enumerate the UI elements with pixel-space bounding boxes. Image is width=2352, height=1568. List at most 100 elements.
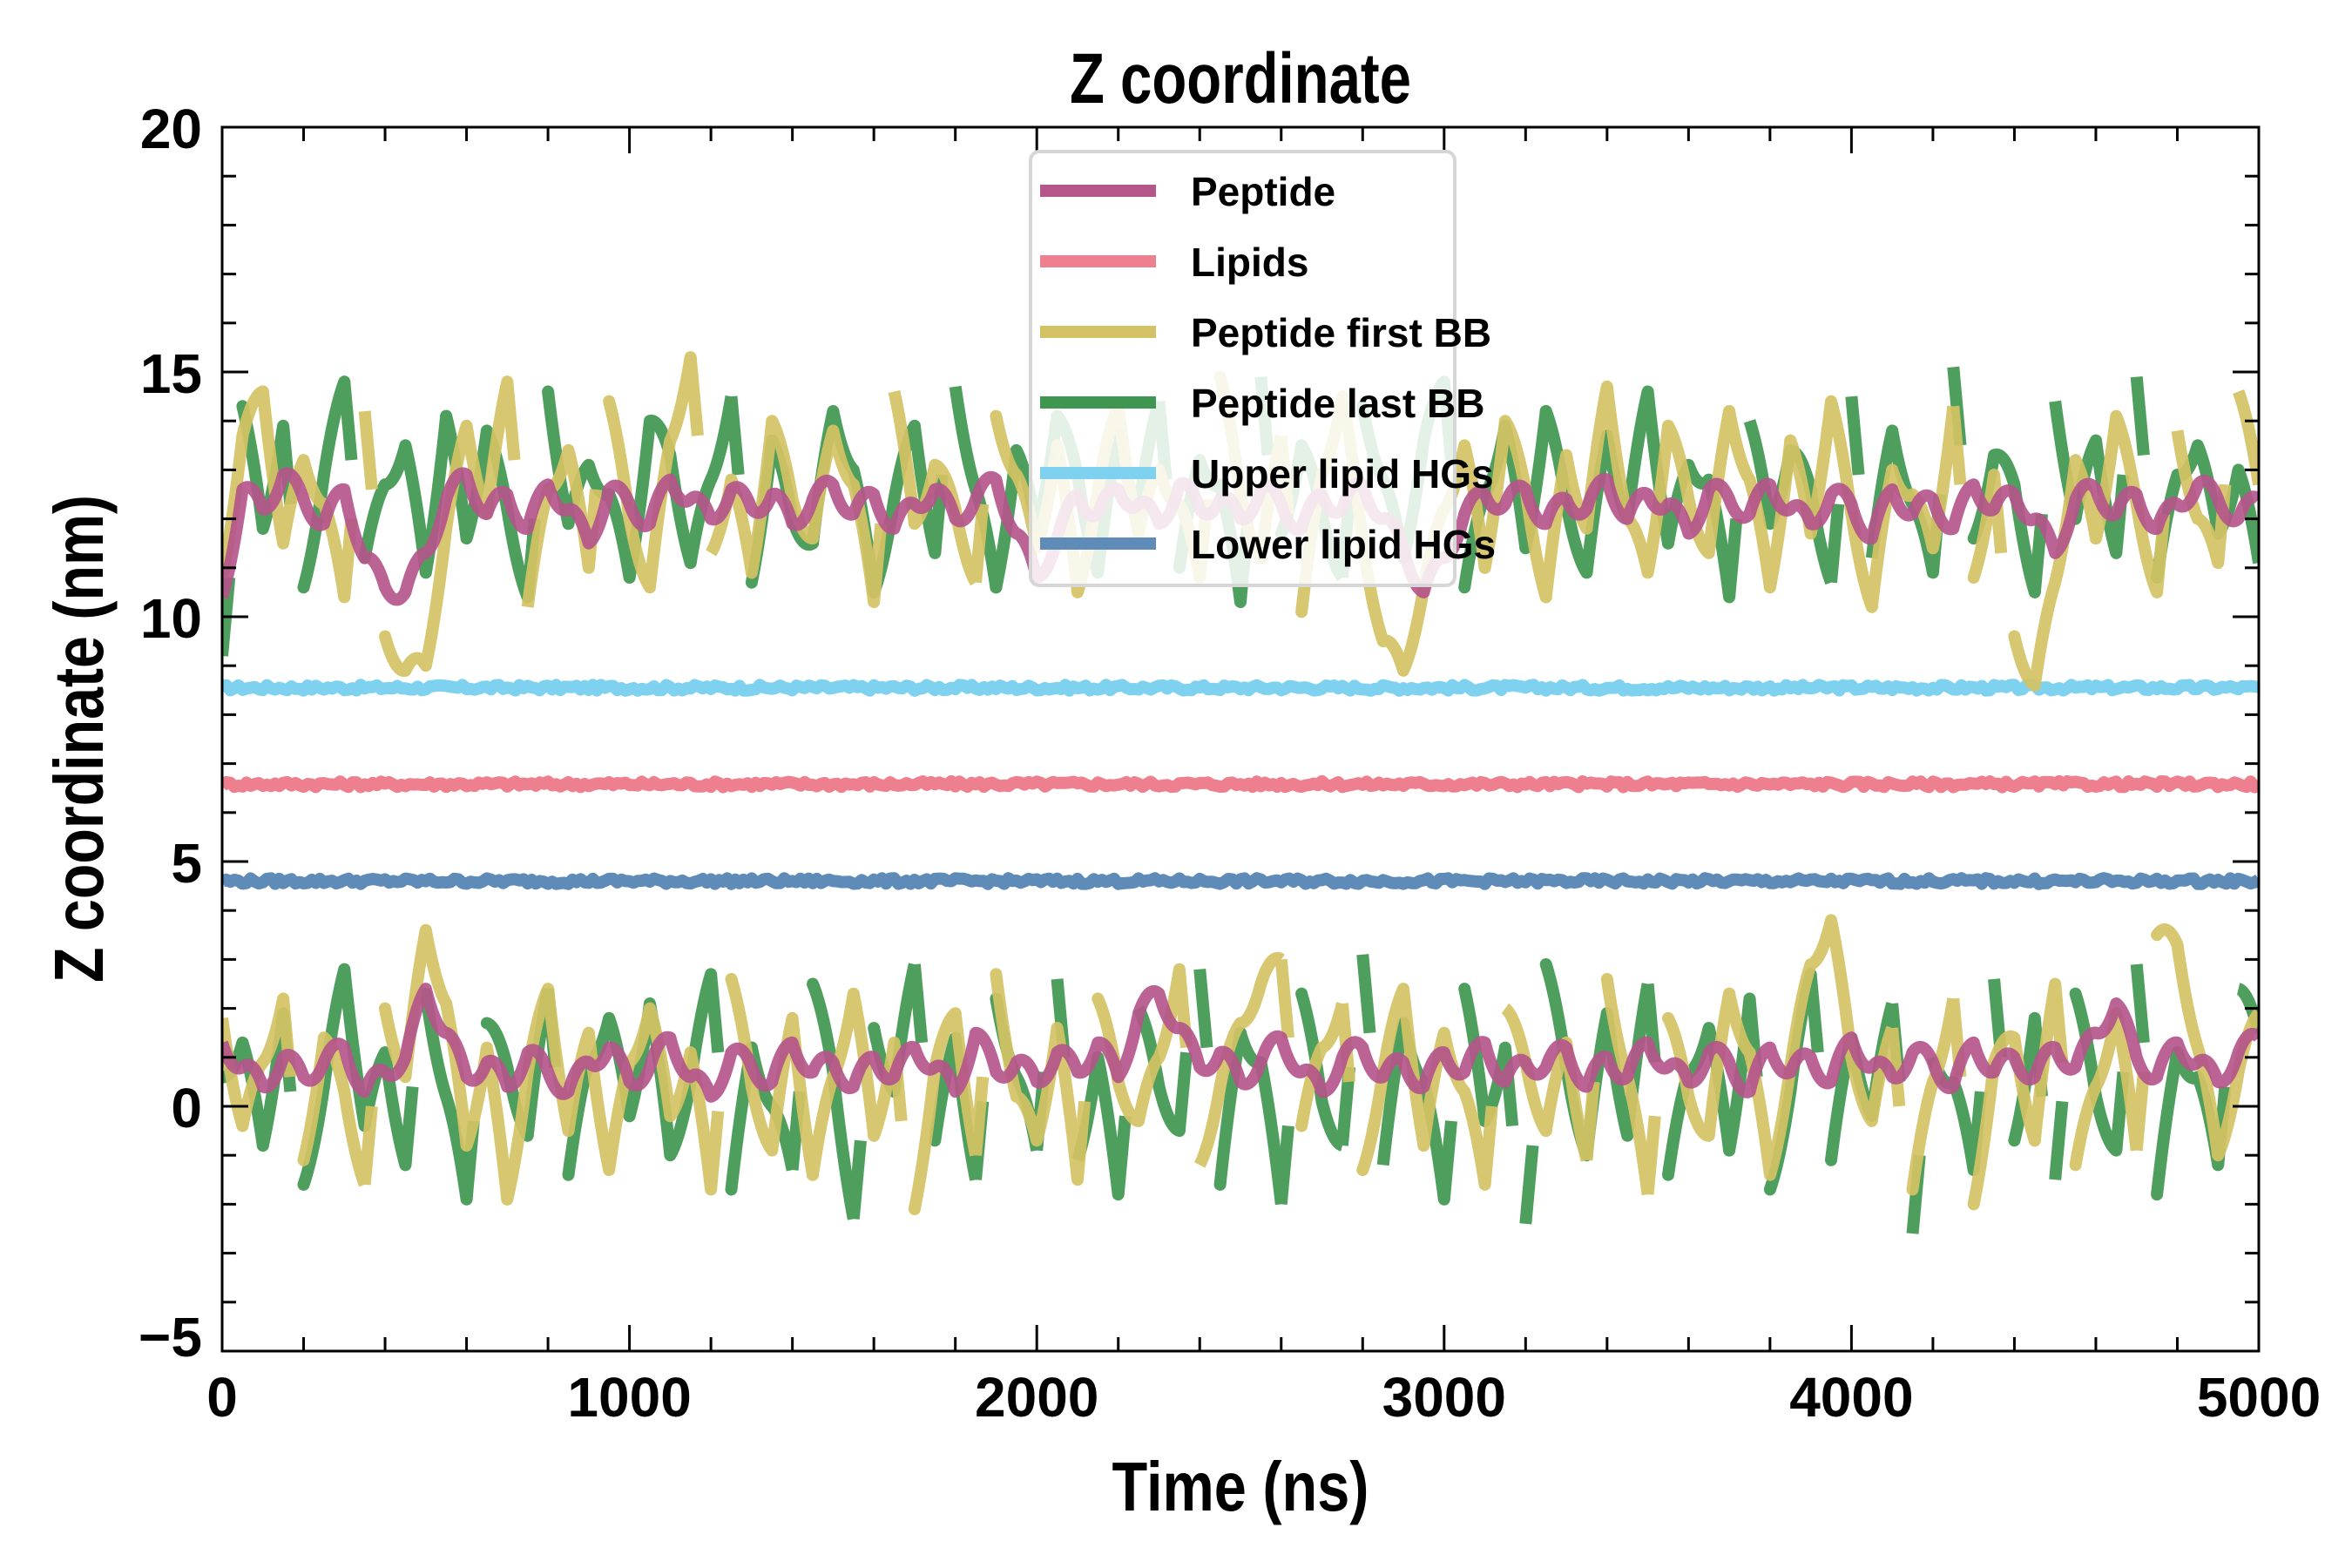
- series-segment: [684, 1068, 718, 1103]
- y-tick-label: 15: [140, 342, 202, 405]
- legend: Peptide Lipids Peptide first BB Peptide las…: [1029, 150, 1496, 587]
- series-segment: [317, 1031, 351, 1098]
- series-segment: [1662, 1057, 1695, 1088]
- series-segment: [2028, 1041, 2062, 1084]
- series-segment: [1112, 1007, 1146, 1084]
- series-segment: [1173, 1051, 1193, 1132]
- series-segment: [1437, 1120, 1457, 1200]
- series-segment: [501, 381, 521, 461]
- series-segment: [1193, 969, 1213, 1049]
- x-tick-label: 4000: [1789, 1366, 1913, 1429]
- series-segment: [1539, 1038, 1573, 1073]
- series-segment: [585, 488, 616, 549]
- series-segment: [868, 1051, 901, 1085]
- series-line-lipids: [222, 774, 2259, 794]
- series-segment: [664, 1075, 697, 1162]
- series-segment: [1478, 1105, 1498, 1186]
- series-segment: [1641, 1115, 1661, 1195]
- series-segment: [1478, 488, 1511, 516]
- series-segment: [1947, 405, 1967, 485]
- series-segment: [2212, 483, 2232, 564]
- series-segment: [1723, 405, 1756, 486]
- series-segment: [1234, 977, 1267, 1030]
- series-segment: [222, 488, 249, 599]
- series-segment: [256, 469, 290, 516]
- series-segment: [1600, 473, 1634, 525]
- series-segment: [1051, 1044, 1084, 1078]
- series-segment: [2212, 1065, 2245, 1162]
- series-segment: [256, 1051, 290, 1094]
- series-segment: [1478, 1036, 1511, 1088]
- series-segment: [297, 1080, 330, 1191]
- series-segment: [1886, 1027, 1906, 1107]
- series-segment: [1274, 958, 1294, 1038]
- series-segment: [2069, 1080, 2102, 1172]
- series-segment: [745, 1061, 779, 1092]
- legend-label: Lower lipid HGs: [1191, 522, 1496, 567]
- series-segment: [1580, 1081, 1600, 1161]
- legend-label: Peptide last BB: [1191, 381, 1484, 426]
- series-segment: [1743, 1051, 1776, 1176]
- series-segment: [2212, 493, 2245, 528]
- series-segment: [1519, 1145, 1539, 1225]
- series-segment: [908, 1061, 942, 1215]
- series-segment: [1254, 952, 1285, 986]
- series-segment: [1686, 488, 1715, 540]
- series-segment: [970, 1076, 990, 1156]
- series-segment: [2090, 483, 2123, 522]
- series-segment: [1845, 497, 1878, 545]
- series-segment: [501, 1065, 534, 1206]
- series-segment: [1723, 517, 1743, 598]
- series-segment: [725, 395, 745, 476]
- series-segment: [1763, 1061, 1797, 1181]
- series-segment: [1723, 493, 1756, 524]
- series-segment: [1501, 1003, 1532, 1064]
- series-segment: [1417, 1046, 1450, 1093]
- series-segment: [929, 483, 962, 525]
- series-segment: [1723, 1056, 1756, 1098]
- series-segment: [1356, 954, 1376, 1034]
- legend-label: Peptide: [1191, 169, 1335, 214]
- series-peptide-lower: [222, 983, 2259, 1103]
- series-segment: [440, 467, 473, 506]
- legend-label: Upper lipid HGs: [1191, 451, 1494, 497]
- series-segment: [807, 1071, 840, 1181]
- series-segment: [399, 1085, 419, 1166]
- series-segment: [480, 1017, 514, 1073]
- series-line-lower-lipid-hgs: [222, 872, 2259, 890]
- series-segment: [623, 497, 656, 532]
- series-segment: [2171, 943, 2204, 1050]
- series-segment: [1234, 1056, 1267, 1091]
- series-segment: [1784, 499, 1817, 531]
- series-segment: [868, 523, 888, 603]
- series-segment: [2130, 1071, 2150, 1152]
- series-segment: [908, 963, 929, 1044]
- series-segment: [440, 1026, 473, 1084]
- series-segment: [766, 417, 799, 501]
- series-peptide-first-bb-lower: [222, 914, 2259, 1215]
- series-segment: [1397, 581, 1430, 677]
- series-segment: [1865, 468, 1899, 608]
- series-segment: [1173, 1022, 1206, 1073]
- y-tick-label: 5: [171, 832, 202, 895]
- series-segment: [1112, 1115, 1132, 1195]
- series-segment: [1356, 1041, 1389, 1084]
- series-segment: [379, 581, 412, 606]
- series-segment: [2151, 1046, 2184, 1201]
- series-segment: [440, 997, 473, 1152]
- series-segment: [2130, 963, 2150, 1044]
- series-segment: [338, 381, 358, 461]
- series-segment: [1906, 489, 1939, 520]
- series-segment: [950, 1031, 982, 1097]
- series-segment: [562, 1056, 595, 1181]
- series-segment: [990, 968, 1023, 1103]
- series-segment: [2090, 409, 2123, 545]
- series-segment: [2151, 1036, 2184, 1084]
- series-segment: [1499, 417, 1532, 491]
- x-tick-label: 2000: [975, 1366, 1098, 1429]
- series-segment: [1193, 1085, 1227, 1168]
- plot-frame: [220, 125, 2261, 1353]
- legend-box: [1029, 150, 1456, 587]
